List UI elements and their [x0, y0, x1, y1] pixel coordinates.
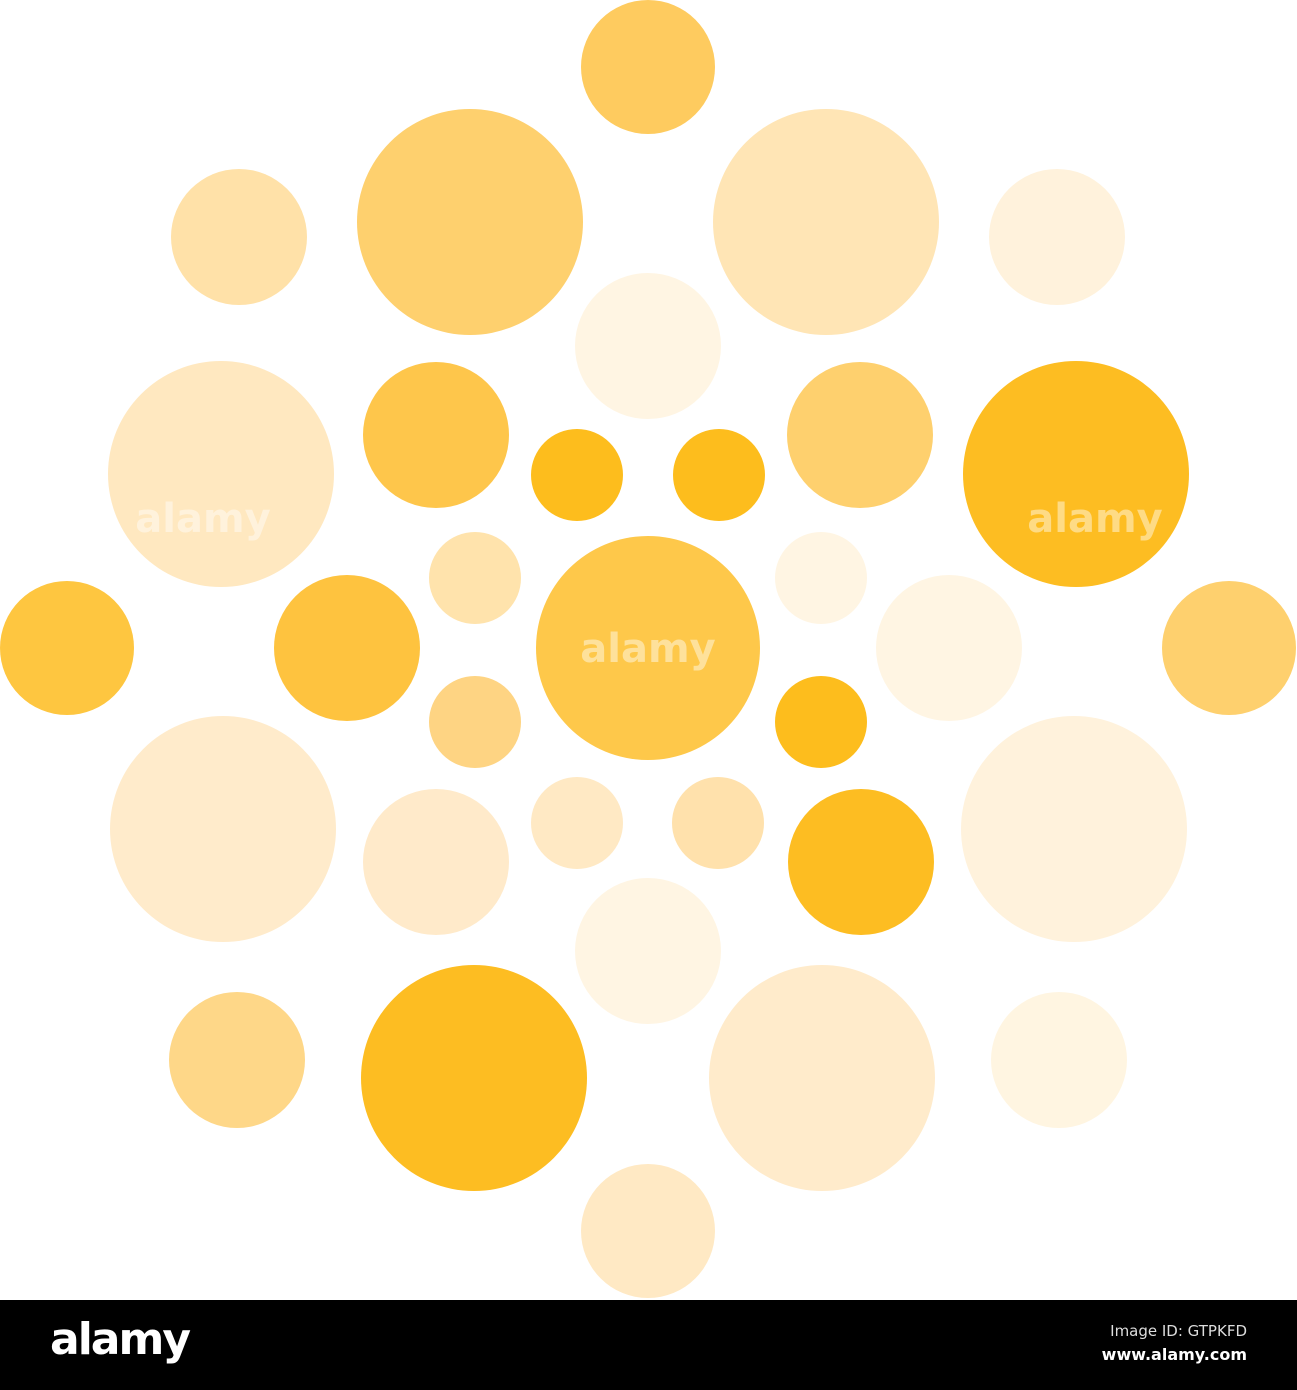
circle [963, 361, 1189, 587]
circle [169, 992, 305, 1128]
circle [110, 716, 336, 942]
circle [1162, 581, 1296, 715]
circle [363, 789, 509, 935]
circle [361, 965, 587, 1191]
circle [274, 575, 420, 721]
circle [363, 362, 509, 508]
footer-bar: alamy Image ID: GTPKFD www.alamy.com [0, 1300, 1297, 1390]
circle [989, 169, 1125, 305]
circle [672, 777, 764, 869]
watermark: alamy [580, 626, 715, 672]
watermark: alamy [1027, 496, 1162, 542]
circle [108, 361, 334, 587]
circle [961, 716, 1187, 942]
circle [709, 965, 935, 1191]
circle [575, 273, 721, 419]
circle [991, 992, 1127, 1128]
circle [713, 109, 939, 335]
circle [531, 777, 623, 869]
circle [876, 575, 1022, 721]
circle [357, 109, 583, 335]
alamy-logo: alamy [50, 1314, 191, 1365]
circle [429, 532, 521, 624]
circle [575, 878, 721, 1024]
circle [581, 0, 715, 134]
circle-pattern: alamy alamy alamy [0, 0, 1296, 1298]
circle [429, 676, 521, 768]
circle [787, 362, 933, 508]
circle [0, 581, 134, 715]
image-id: Image ID: GTPKFD [1110, 1322, 1247, 1340]
circle [775, 676, 867, 768]
site-url: www.alamy.com [1101, 1345, 1247, 1364]
circle [536, 536, 760, 760]
circle [531, 429, 623, 521]
circle [673, 429, 765, 521]
circle [581, 1164, 715, 1298]
watermark: alamy [135, 496, 270, 542]
circle [788, 789, 934, 935]
circle [171, 169, 307, 305]
circle [775, 532, 867, 624]
